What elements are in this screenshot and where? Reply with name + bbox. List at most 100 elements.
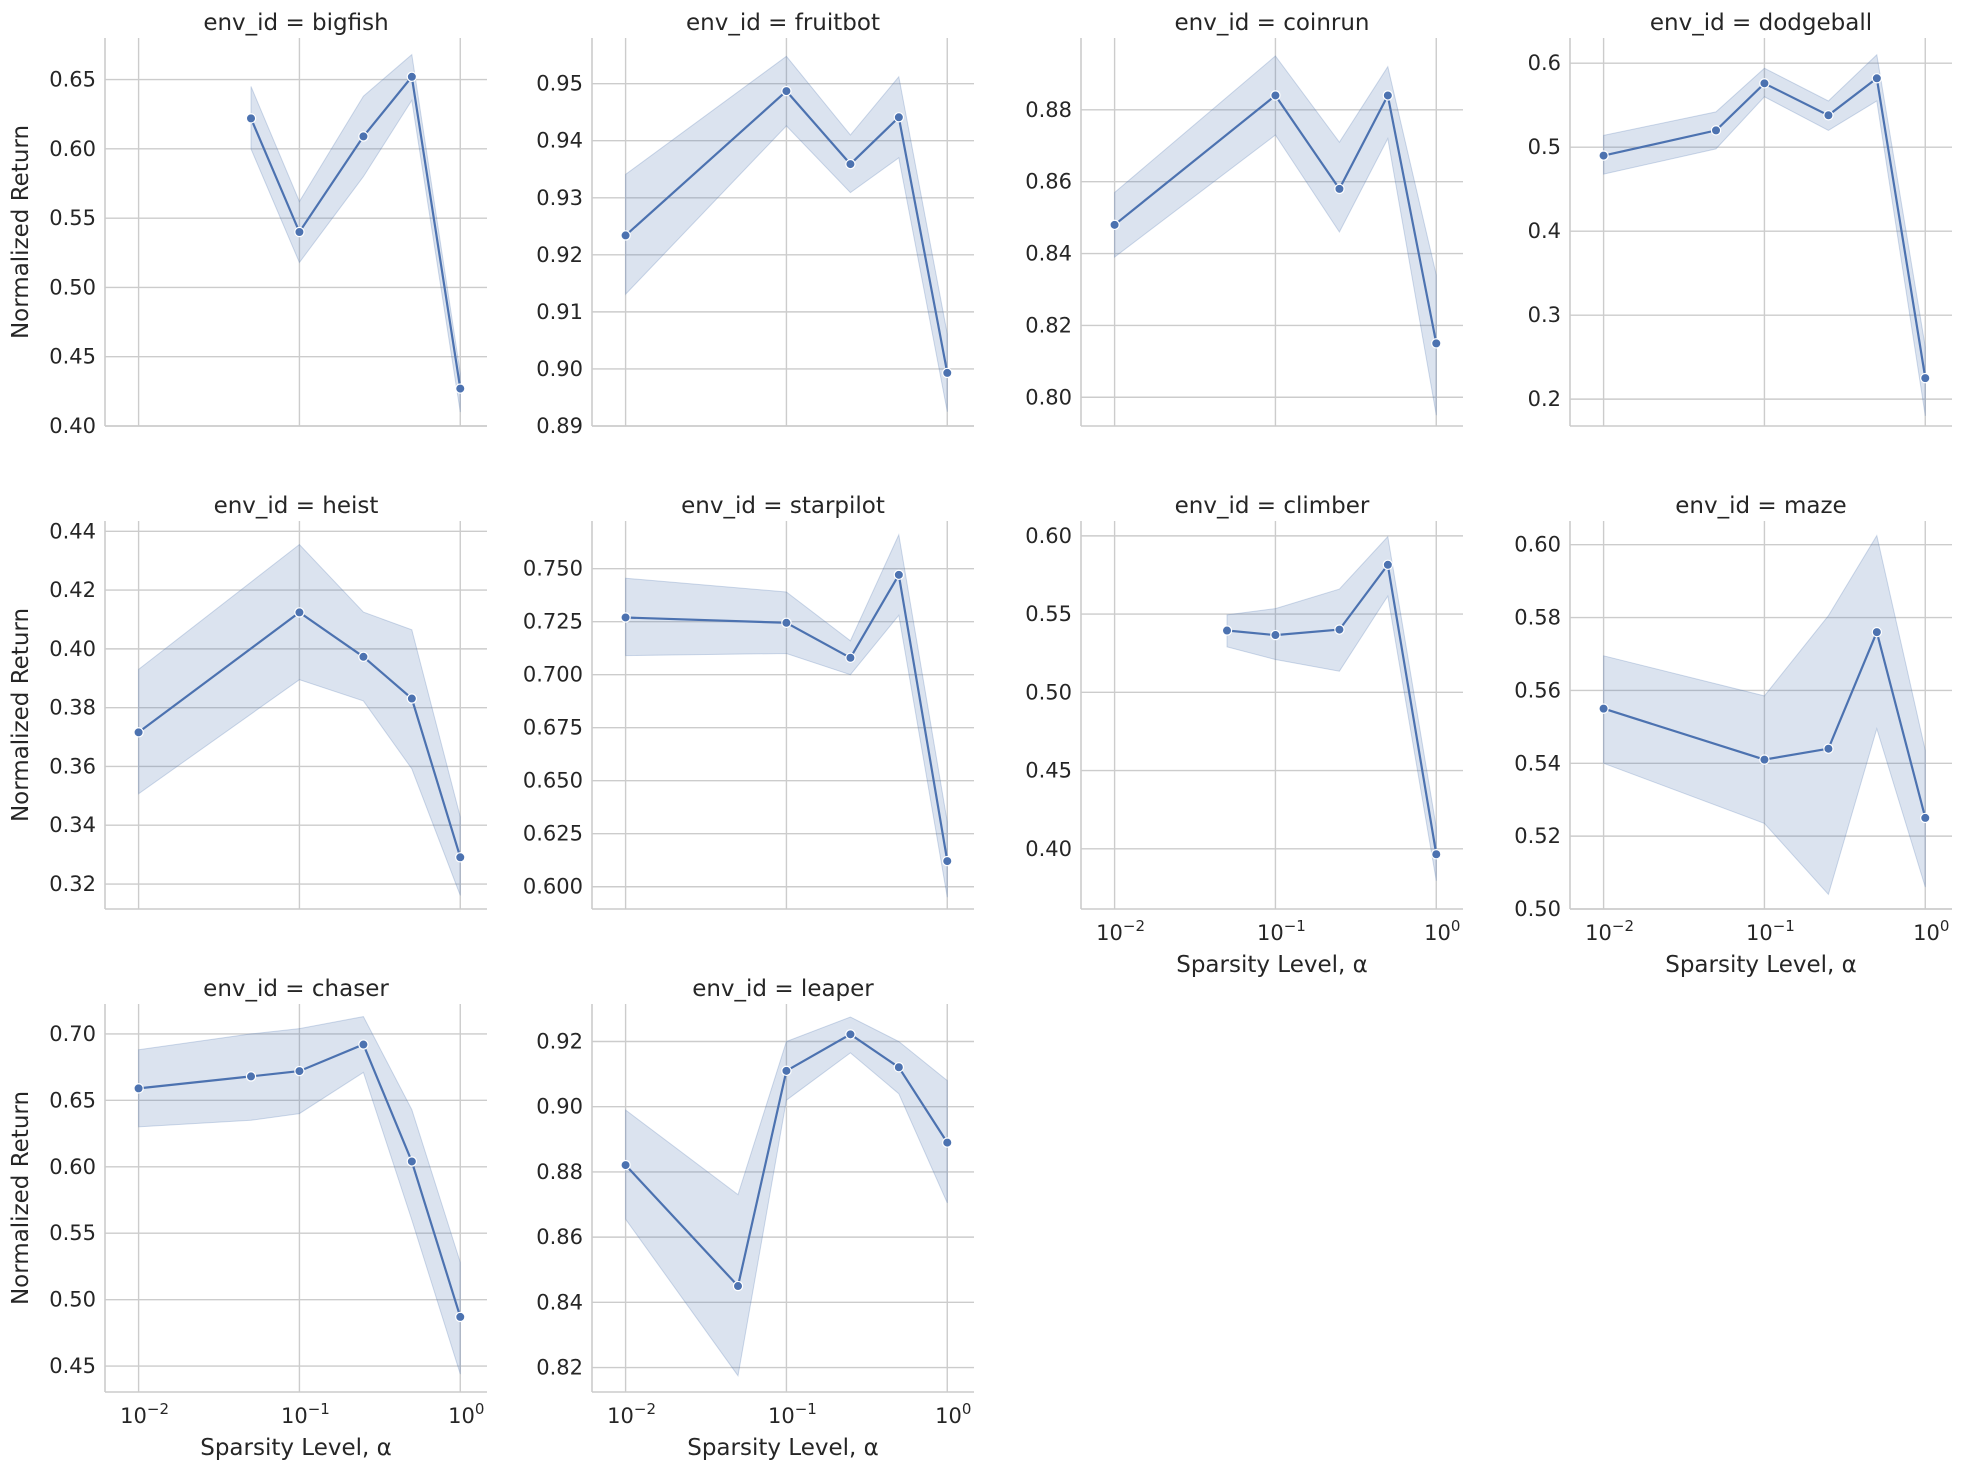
y-tick-label: 0.40 [1025, 837, 1072, 861]
y-tick-label: 0.5 [1528, 135, 1561, 159]
data-point [1871, 626, 1883, 638]
data-point [1221, 625, 1233, 636]
y-tick-label: 0.50 [49, 1288, 96, 1312]
data-point [942, 1137, 953, 1148]
y-tick-label: 0.625 [523, 822, 583, 846]
data-point [1334, 183, 1345, 195]
y-tick-label: 0.2 [1528, 387, 1561, 411]
data-point [781, 85, 792, 97]
data-point [1920, 372, 1931, 384]
data-point [1598, 150, 1609, 161]
data-point [245, 1071, 257, 1082]
data-point [294, 607, 305, 618]
facet-panel-7: 0.40 0.45 0.50 0.55 0.60 10−2 10−1 100 Sparsity … [1025, 493, 1463, 978]
y-tick-label: 0.52 [1514, 824, 1561, 848]
data-point [781, 617, 792, 628]
y-tick-label: 0.84 [536, 1290, 583, 1314]
data-point [1920, 812, 1931, 824]
data-point [893, 569, 905, 581]
panel-title: env_id = heist [214, 493, 379, 519]
data-point [133, 1083, 144, 1094]
panel-title: env_id = chaser [203, 976, 389, 1002]
x-axis-label: Sparsity Level, α [1176, 952, 1368, 978]
data-point [1823, 743, 1834, 754]
panel-title: env_id = climber [1175, 493, 1370, 519]
y-tick-label: 0.44 [49, 519, 96, 543]
confidence-band [1114, 55, 1437, 416]
panel-title: env_id = leaper [692, 976, 874, 1002]
series-line [138, 1043, 462, 1318]
data-point [620, 1159, 631, 1171]
y-tick-label: 0.86 [536, 1225, 583, 1249]
y-tick-label: 0.93 [536, 186, 583, 210]
data-point [1334, 624, 1345, 635]
y-tick-label: 0.60 [1025, 524, 1072, 548]
y-tick-label: 0.88 [536, 1160, 583, 1184]
data-point [358, 1039, 369, 1050]
data-point [1759, 78, 1770, 89]
data-point [455, 1311, 466, 1323]
data-point [245, 113, 257, 124]
data-point [893, 1062, 905, 1073]
x-tick-label: 10−2 [1585, 917, 1634, 945]
confidence-band [625, 1016, 948, 1377]
data-point [781, 1065, 792, 1077]
y-tick-label: 0.38 [49, 696, 96, 720]
data-point [620, 612, 631, 623]
y-tick-label: 0.600 [523, 875, 583, 899]
data-point [1109, 219, 1120, 231]
facet-panel-6: 0.600 0.625 0.650 0.675 0.700 0.725 0.750 env_i… [523, 493, 974, 910]
y-tick-label: 0.50 [1025, 680, 1072, 704]
confidence-band [138, 1016, 461, 1375]
y-tick-label: 0.84 [1025, 242, 1072, 266]
x-axis-label: Sparsity Level, α [1665, 952, 1857, 978]
confidence-band [250, 53, 461, 413]
x-tick-label: 10−2 [120, 1400, 169, 1428]
data-point [1382, 559, 1394, 571]
y-tick-label: 0.40 [49, 414, 96, 438]
data-point [455, 852, 466, 863]
panel-title: env_id = dodgeball [1650, 10, 1872, 36]
data-point [620, 230, 631, 241]
y-tick-label: 0.82 [536, 1356, 583, 1380]
y-tick-label: 0.45 [49, 345, 96, 369]
series-line [1603, 76, 1927, 379]
facet-panel-10: 0.82 0.84 0.86 0.88 0.90 0.92 10−2 10−1 100 Spars… [536, 976, 974, 1461]
x-tick-label: 10−1 [1746, 917, 1795, 945]
y-tick-label: 0.88 [1025, 98, 1072, 122]
x-tick-label: 10−2 [1096, 917, 1145, 945]
confidence-band [625, 55, 948, 412]
y-tick-label: 0.675 [523, 716, 583, 740]
data-point [845, 652, 856, 663]
y-tick-label: 0.56 [1514, 678, 1561, 702]
y-tick-label: 0.650 [523, 769, 583, 793]
facet-panel-8: 0.50 0.52 0.54 0.56 0.58 0.60 10−2 10−1 100 Spars… [1514, 493, 1952, 978]
data-point [1710, 125, 1722, 136]
y-tick-label: 0.4 [1528, 219, 1561, 243]
y-tick-label: 0.40 [49, 637, 96, 661]
data-point [294, 226, 305, 238]
data-point [294, 1065, 305, 1077]
data-point [358, 651, 369, 663]
data-point [455, 383, 466, 394]
confidence-band [1603, 53, 1926, 416]
confidence-band [1226, 535, 1437, 881]
y-tick-label: 0.750 [523, 557, 583, 581]
data-point [845, 158, 856, 170]
y-tick-label: 0.6 [1528, 51, 1561, 75]
y-tick-label: 0.36 [49, 754, 96, 778]
data-point [133, 727, 144, 738]
facet-panel-2: 0.89 0.90 0.91 0.92 0.93 0.94 0.95 env_id = fru… [536, 10, 974, 438]
y-tick-label: 0.55 [49, 206, 96, 230]
data-point [1431, 338, 1442, 349]
x-tick-label: 100 [935, 1400, 971, 1428]
x-tick-label: 10−1 [768, 1400, 817, 1428]
y-tick-label: 0.55 [1025, 602, 1072, 626]
y-tick-label: 0.90 [536, 357, 583, 381]
y-tick-label: 0.91 [536, 300, 583, 324]
x-tick-label: 100 [1913, 917, 1949, 945]
panel-title: env_id = coinrun [1174, 10, 1369, 36]
x-tick-label: 10−1 [281, 1400, 330, 1428]
y-tick-label: 0.92 [536, 1029, 583, 1053]
